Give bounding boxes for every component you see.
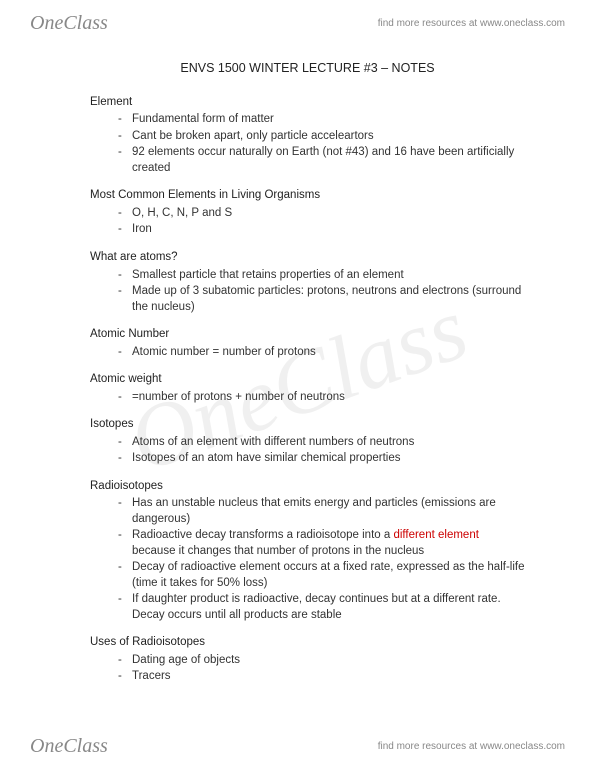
list-item: Decay of radioactive element occurs at a… bbox=[118, 560, 525, 591]
footer-logo: OneClass bbox=[30, 735, 108, 758]
list-item: Dating age of objects bbox=[118, 653, 525, 669]
section-list: O, H, C, N, P and SIron bbox=[118, 206, 525, 238]
list-item: O, H, C, N, P and S bbox=[118, 206, 525, 222]
list-item-text: Radioactive decay transforms a radioisot… bbox=[132, 529, 393, 541]
footer-logo-part1: One bbox=[30, 735, 63, 757]
section-heading: Element bbox=[90, 95, 525, 111]
section-list: Fundamental form of matterCant be broken… bbox=[118, 112, 525, 176]
list-item: Fundamental form of matter bbox=[118, 112, 525, 128]
list-item: Made up of 3 subatomic particles: proton… bbox=[118, 284, 525, 315]
page-title: ENVS 1500 WINTER LECTURE #3 – NOTES bbox=[90, 60, 525, 77]
footer-tagline: find more resources at www.oneclass.com bbox=[378, 741, 565, 752]
list-item: Atomic number = number of protons bbox=[118, 345, 525, 361]
section-list: Has an unstable nucleus that emits energ… bbox=[118, 496, 525, 623]
list-item: =number of protons + number of neutrons bbox=[118, 390, 525, 406]
list-item: Atoms of an element with different numbe… bbox=[118, 435, 525, 451]
section-heading: What are atoms? bbox=[90, 250, 525, 266]
section-heading: Isotopes bbox=[90, 417, 525, 433]
footer-logo-part2: Class bbox=[63, 735, 107, 757]
page-content: ENVS 1500 WINTER LECTURE #3 – NOTES Elem… bbox=[0, 0, 595, 749]
list-item: Isotopes of an atom have similar chemica… bbox=[118, 451, 525, 467]
list-item: 92 elements occur naturally on Earth (no… bbox=[118, 145, 525, 176]
list-item-text: because it changes that number of proton… bbox=[132, 545, 424, 557]
section-heading: Atomic Number bbox=[90, 327, 525, 343]
section-list: =number of protons + number of neutrons bbox=[118, 390, 525, 406]
section-list: Dating age of objectsTracers bbox=[118, 653, 525, 685]
page-footer: OneClass find more resources at www.onec… bbox=[0, 723, 595, 770]
list-item: If daughter product is radioactive, deca… bbox=[118, 592, 525, 623]
section-heading: Radioisotopes bbox=[90, 479, 525, 495]
section-heading: Atomic weight bbox=[90, 372, 525, 388]
list-item: Cant be broken apart, only particle acce… bbox=[118, 129, 525, 145]
section-heading: Uses of Radioisotopes bbox=[90, 635, 525, 651]
list-item: Smallest particle that retains propertie… bbox=[118, 268, 525, 284]
list-item: Tracers bbox=[118, 669, 525, 685]
list-item: Has an unstable nucleus that emits energ… bbox=[118, 496, 525, 527]
section-list: Atomic number = number of protons bbox=[118, 345, 525, 361]
list-item: Radioactive decay transforms a radioisot… bbox=[118, 528, 525, 559]
highlighted-text: different element bbox=[393, 529, 478, 541]
section-list: Atoms of an element with different numbe… bbox=[118, 435, 525, 467]
section-heading: Most Common Elements in Living Organisms bbox=[90, 188, 525, 204]
section-list: Smallest particle that retains propertie… bbox=[118, 268, 525, 316]
list-item: Iron bbox=[118, 222, 525, 238]
